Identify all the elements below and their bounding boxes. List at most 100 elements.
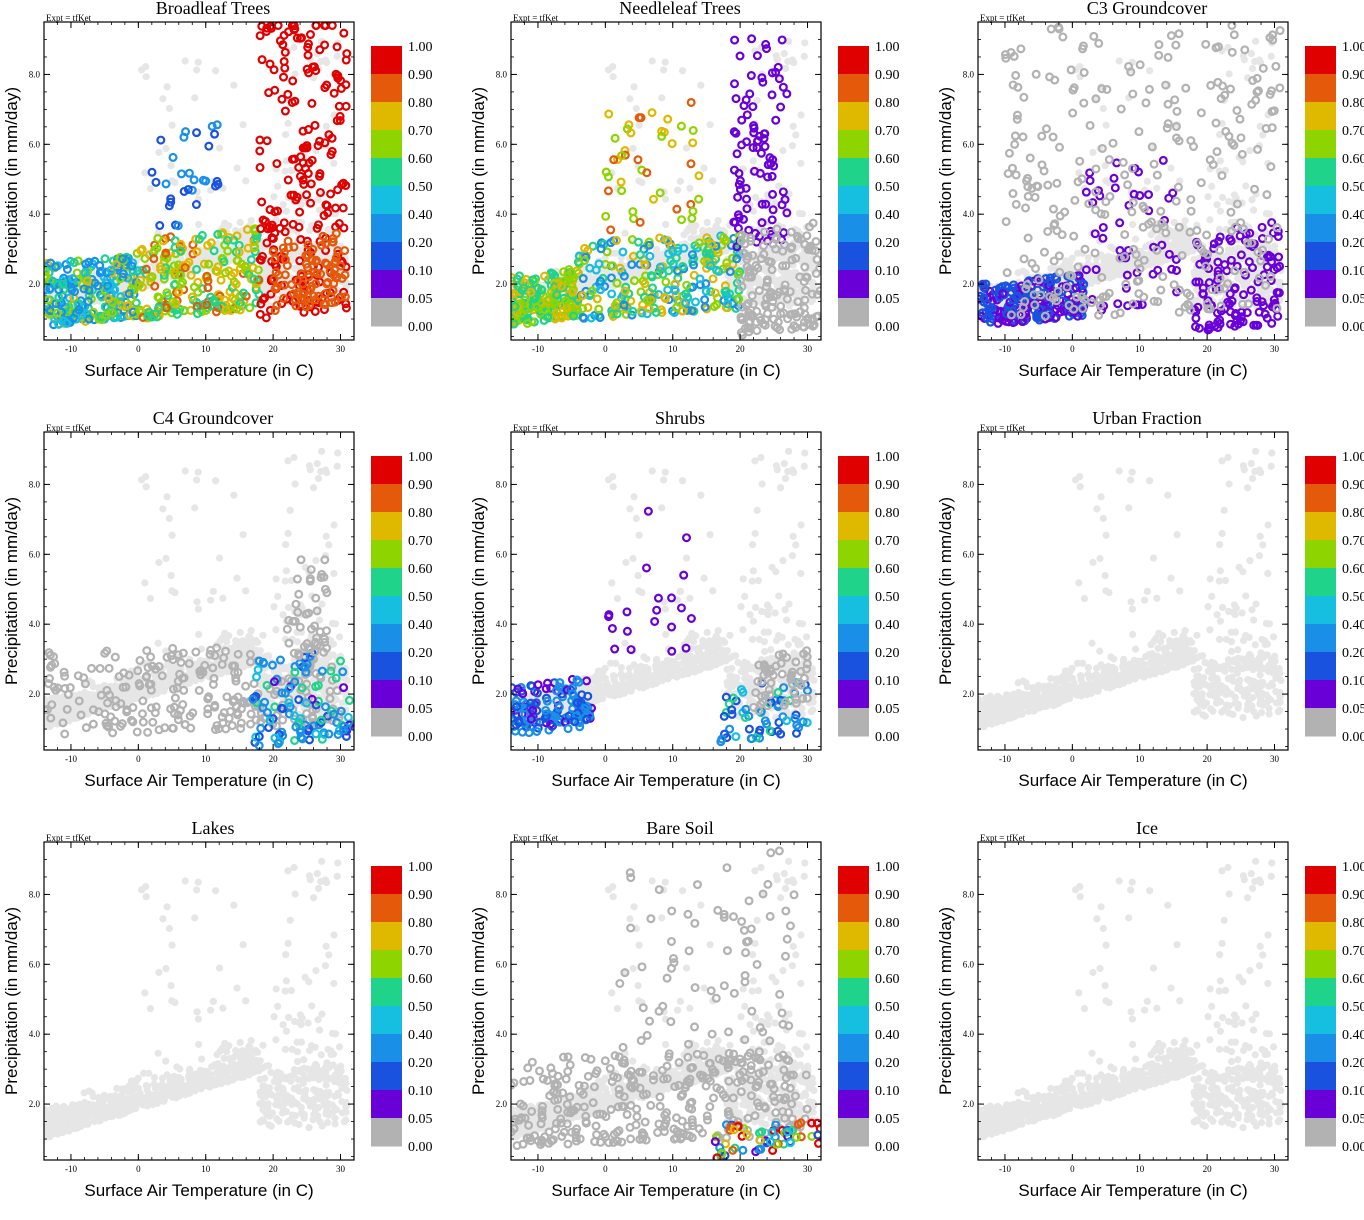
data-point bbox=[700, 295, 710, 305]
data-point bbox=[557, 281, 567, 291]
data-point bbox=[265, 305, 275, 315]
data-point bbox=[810, 281, 818, 289]
data-point bbox=[1051, 312, 1061, 322]
data-point bbox=[805, 241, 815, 251]
data-point bbox=[728, 253, 738, 263]
data-point bbox=[791, 280, 799, 288]
colorbar-swatch bbox=[371, 186, 402, 215]
data-point bbox=[734, 179, 744, 189]
data-point bbox=[1097, 272, 1107, 282]
data-point bbox=[1071, 283, 1081, 293]
data-point bbox=[734, 294, 744, 304]
data-point bbox=[569, 311, 579, 321]
data-point bbox=[786, 227, 796, 237]
data-point bbox=[682, 144, 691, 152]
data-point bbox=[339, 28, 349, 38]
data-point bbox=[308, 244, 318, 254]
data-point bbox=[284, 119, 292, 128]
data-point bbox=[331, 203, 341, 213]
data-point bbox=[635, 177, 643, 185]
data-point bbox=[1035, 304, 1045, 314]
data-point bbox=[202, 271, 212, 281]
colorbar-swatch bbox=[371, 46, 402, 75]
x-tick-label: -10 bbox=[65, 344, 77, 354]
data-point bbox=[1085, 176, 1095, 186]
data-point bbox=[1272, 303, 1282, 313]
data-point bbox=[763, 172, 773, 182]
data-point bbox=[255, 146, 265, 156]
data-point bbox=[544, 295, 554, 305]
data-point bbox=[257, 197, 267, 207]
data-point bbox=[264, 88, 274, 98]
data-point bbox=[561, 296, 571, 306]
data-point bbox=[671, 290, 681, 300]
y-tick-label: 2.0 bbox=[29, 279, 41, 289]
data-point bbox=[774, 74, 784, 84]
data-point bbox=[707, 239, 717, 249]
data-point bbox=[756, 148, 766, 158]
data-point bbox=[44, 271, 51, 281]
data-point bbox=[222, 235, 232, 245]
data-point bbox=[1247, 238, 1257, 248]
data-point bbox=[745, 267, 755, 277]
data-point bbox=[648, 57, 656, 65]
data-point bbox=[1273, 311, 1283, 321]
data-point bbox=[301, 250, 311, 260]
point-layer bbox=[511, 34, 821, 340]
data-point bbox=[780, 286, 790, 296]
data-point bbox=[341, 262, 351, 272]
data-point bbox=[304, 272, 314, 282]
data-point bbox=[1149, 296, 1159, 306]
data-point bbox=[180, 263, 190, 273]
data-point bbox=[531, 292, 541, 302]
data-point bbox=[1192, 225, 1202, 235]
data-point bbox=[983, 294, 993, 304]
data-point bbox=[186, 270, 196, 280]
data-point bbox=[1246, 285, 1256, 295]
data-point bbox=[761, 39, 771, 49]
data-point bbox=[646, 271, 656, 281]
data-point bbox=[1236, 133, 1246, 143]
data-point bbox=[283, 175, 293, 185]
data-point bbox=[228, 293, 238, 303]
data-point bbox=[1144, 84, 1154, 94]
data-point bbox=[753, 136, 763, 146]
data-point bbox=[163, 83, 171, 91]
data-point bbox=[192, 264, 202, 274]
data-point bbox=[760, 265, 768, 273]
x-tick-label: -10 bbox=[532, 344, 544, 354]
data-point bbox=[1022, 280, 1032, 290]
data-point bbox=[635, 217, 645, 227]
data-point bbox=[189, 282, 199, 292]
data-point bbox=[179, 305, 189, 315]
data-point bbox=[299, 179, 309, 189]
data-point bbox=[297, 294, 307, 304]
data-point bbox=[187, 292, 197, 302]
data-point bbox=[807, 289, 817, 299]
data-point bbox=[270, 207, 280, 217]
data-point bbox=[56, 307, 66, 317]
data-point bbox=[687, 234, 695, 242]
data-point bbox=[1252, 297, 1262, 307]
data-point bbox=[286, 190, 296, 200]
data-point bbox=[1269, 265, 1279, 275]
data-point bbox=[1240, 282, 1249, 290]
data-point bbox=[83, 296, 93, 306]
data-point bbox=[1073, 262, 1083, 272]
colorbar-swatch bbox=[838, 242, 869, 271]
data-point bbox=[737, 282, 747, 292]
data-point bbox=[1052, 178, 1062, 188]
data-point bbox=[1097, 143, 1107, 153]
data-point bbox=[101, 310, 111, 320]
data-point bbox=[155, 221, 165, 231]
colorbar-label: 0.40 bbox=[875, 208, 900, 223]
data-point bbox=[1120, 170, 1130, 180]
data-point bbox=[668, 246, 678, 256]
data-point bbox=[82, 276, 92, 286]
data-point bbox=[606, 273, 616, 283]
data-point bbox=[655, 188, 665, 198]
data-point bbox=[212, 267, 222, 277]
data-point bbox=[779, 240, 789, 250]
data-point bbox=[1205, 155, 1215, 165]
